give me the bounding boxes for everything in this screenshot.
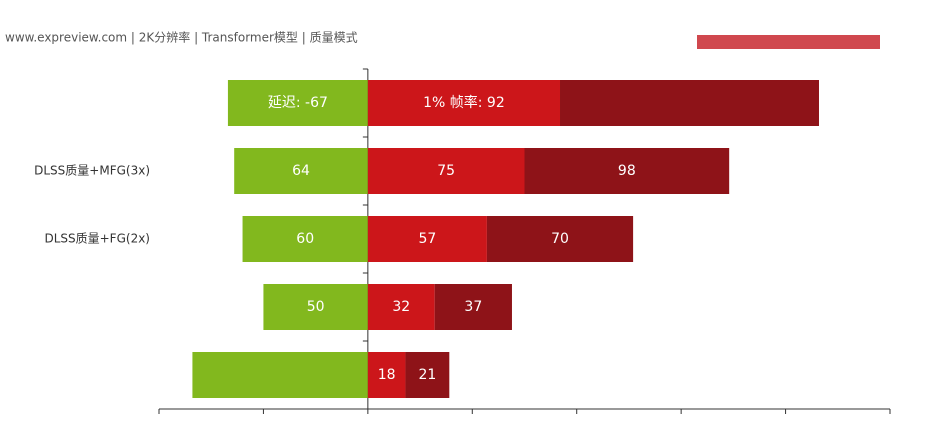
data-label: 32 [392,299,410,315]
data-label: 21 [418,367,436,383]
data-label: 60 [296,231,314,247]
data-label: 延迟: -67 [268,95,328,111]
bar [192,352,368,398]
bar [405,352,450,398]
data-label: 50 [307,299,325,315]
bar [434,284,512,330]
data-label: 70 [551,231,569,247]
chart-subtitle: www.expreview.com | 2K分辨率 | Transformer模… [5,30,358,45]
y-tick-label: DLSS质量+FG(2x) [44,232,150,246]
data-label: 37 [464,299,482,315]
bar [367,80,561,126]
bar [227,80,368,126]
bar [234,148,368,194]
bar [367,284,435,330]
bar [560,80,819,126]
bar [486,216,634,262]
data-label: 98 [618,163,636,179]
data-label: 64 [292,163,310,179]
legend-blur [697,35,880,49]
bar [367,216,487,262]
data-label: 1% 帧率: 92 [423,94,505,111]
bar [367,148,525,194]
data-label: 75 [437,163,455,179]
bar [524,148,730,194]
bar [263,284,368,330]
bar [367,352,406,398]
bar [242,216,368,262]
data-label: 57 [418,231,436,247]
y-tick-label: DLSS质量+MFG(3x) [34,164,150,178]
data-label: 18 [378,367,396,383]
